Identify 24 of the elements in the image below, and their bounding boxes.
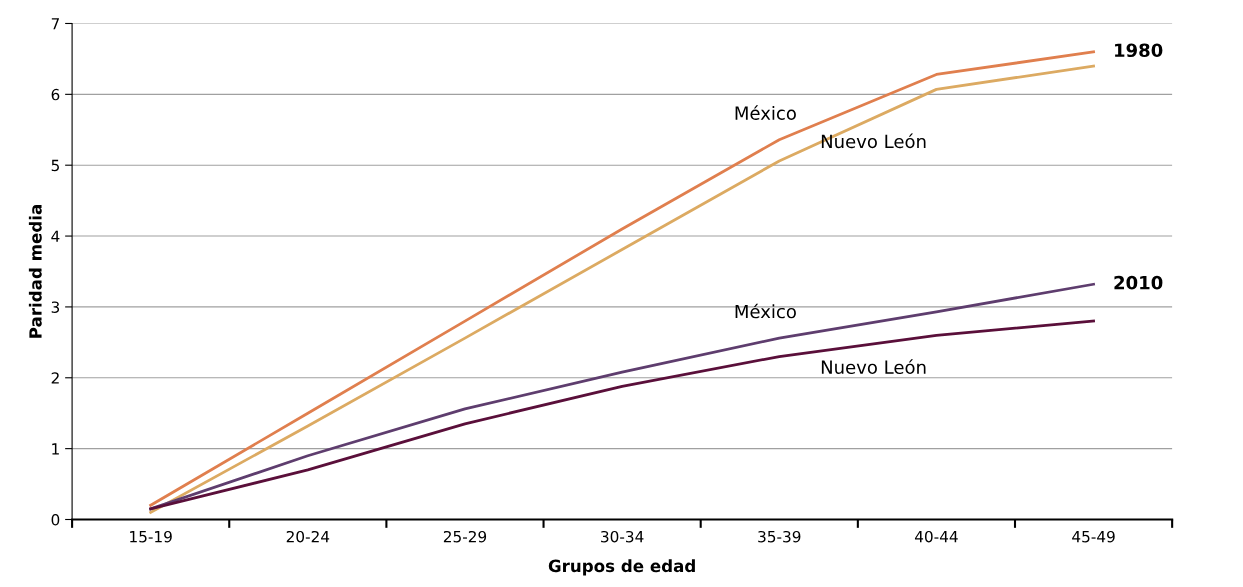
x-tick-label: 30-34 <box>601 530 644 543</box>
x-tick-label: 15-19 <box>130 530 172 543</box>
series-label: México <box>735 105 796 120</box>
y-axis-title: Paridad media <box>28 205 42 338</box>
x-tick-label: 20-24 <box>286 530 330 543</box>
y-tick-label: 7 <box>51 18 59 30</box>
y-tick-label: 5 <box>51 159 59 172</box>
x-tick-label: 35-39 <box>758 530 801 543</box>
x-axis-title: Grupos de edad <box>548 559 695 576</box>
y-tick-label: 6 <box>51 88 60 101</box>
y-tick-label: 1 <box>52 443 59 455</box>
x-tick-label: 25-29 <box>443 530 487 543</box>
x-tick-label: 45-49 <box>1072 530 1115 543</box>
annotation: 2010 <box>1114 275 1163 290</box>
y-tick-label: 0 <box>51 513 60 526</box>
annotation: 1980 <box>1115 43 1163 58</box>
y-tick-label: 4 <box>51 230 60 242</box>
series-label: Nuevo León <box>821 359 926 374</box>
line-series <box>149 319 1095 511</box>
series-label: México <box>735 303 796 319</box>
y-tick-label: 3 <box>51 301 60 313</box>
y-tick-label: 2 <box>51 372 59 384</box>
x-tick-label: 40-44 <box>914 530 958 543</box>
series-label: Nuevo León <box>821 133 926 149</box>
